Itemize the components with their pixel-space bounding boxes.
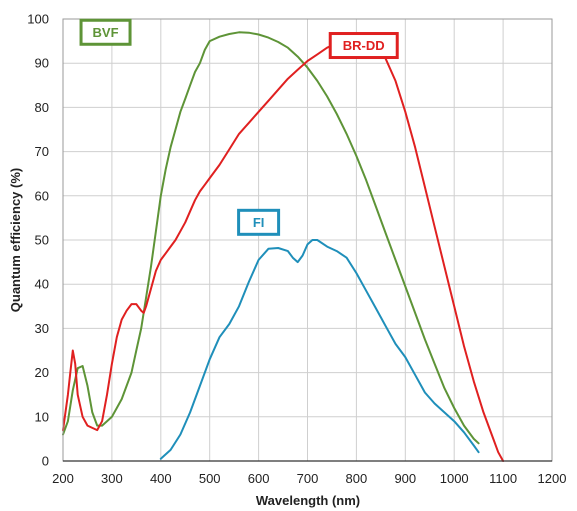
series-label-box: [79, 18, 132, 46]
plot-frame: [62, 18, 553, 462]
x-tick-label: 600: [248, 471, 270, 486]
x-tick-label: 300: [101, 471, 123, 486]
series-label-text: BR-DD: [343, 38, 385, 53]
x-tick-label: 200: [52, 471, 74, 486]
y-tick-label: 0: [42, 454, 49, 469]
x-tick-label: 1200: [538, 471, 567, 486]
series-label-box: [328, 32, 399, 60]
series-line-bvf: [62, 31, 480, 445]
series-label-bvf: BVF: [79, 18, 132, 46]
y-tick-label: 50: [35, 233, 49, 248]
x-tick-label: 900: [394, 471, 416, 486]
y-tick-label: 90: [35, 56, 49, 71]
series-lines: [62, 31, 505, 462]
y-tick-label: 100: [27, 12, 49, 27]
series-line-br-dd: [62, 37, 505, 462]
series-label-br-dd: BR-DD: [328, 32, 399, 60]
x-axis-ticks: 200 300 400 500 600 700 800 900 1000 1100 1200: [52, 471, 566, 486]
y-axis-ticks: 0 10 20 30 40 50 60 70 80 90 100: [27, 12, 49, 469]
x-axis-label: Wavelength (nm): [256, 493, 360, 508]
y-tick-label: 40: [35, 277, 49, 292]
series-label-text: BVF: [93, 25, 119, 40]
series-label-box: [237, 208, 281, 236]
y-tick-label: 30: [35, 321, 49, 336]
y-tick-label: 20: [35, 365, 49, 380]
y-axis-label: Quantum efficiency (%): [8, 168, 23, 312]
x-tick-label: 500: [199, 471, 221, 486]
series-labels: BVF BR-DD FI: [79, 18, 399, 236]
x-tick-label: 700: [297, 471, 319, 486]
series-line-fi: [159, 239, 480, 460]
x-tick-label: 1100: [489, 471, 517, 486]
x-tick-label: 1000: [440, 471, 469, 486]
y-tick-label: 70: [35, 144, 49, 159]
series-label-fi: FI: [237, 208, 281, 236]
x-tick-label: 400: [150, 471, 172, 486]
series-label-text: FI: [253, 215, 265, 230]
y-tick-label: 10: [35, 409, 49, 424]
y-tick-label: 60: [35, 188, 49, 203]
y-tick-label: 80: [35, 100, 49, 115]
x-tick-label: 800: [346, 471, 368, 486]
